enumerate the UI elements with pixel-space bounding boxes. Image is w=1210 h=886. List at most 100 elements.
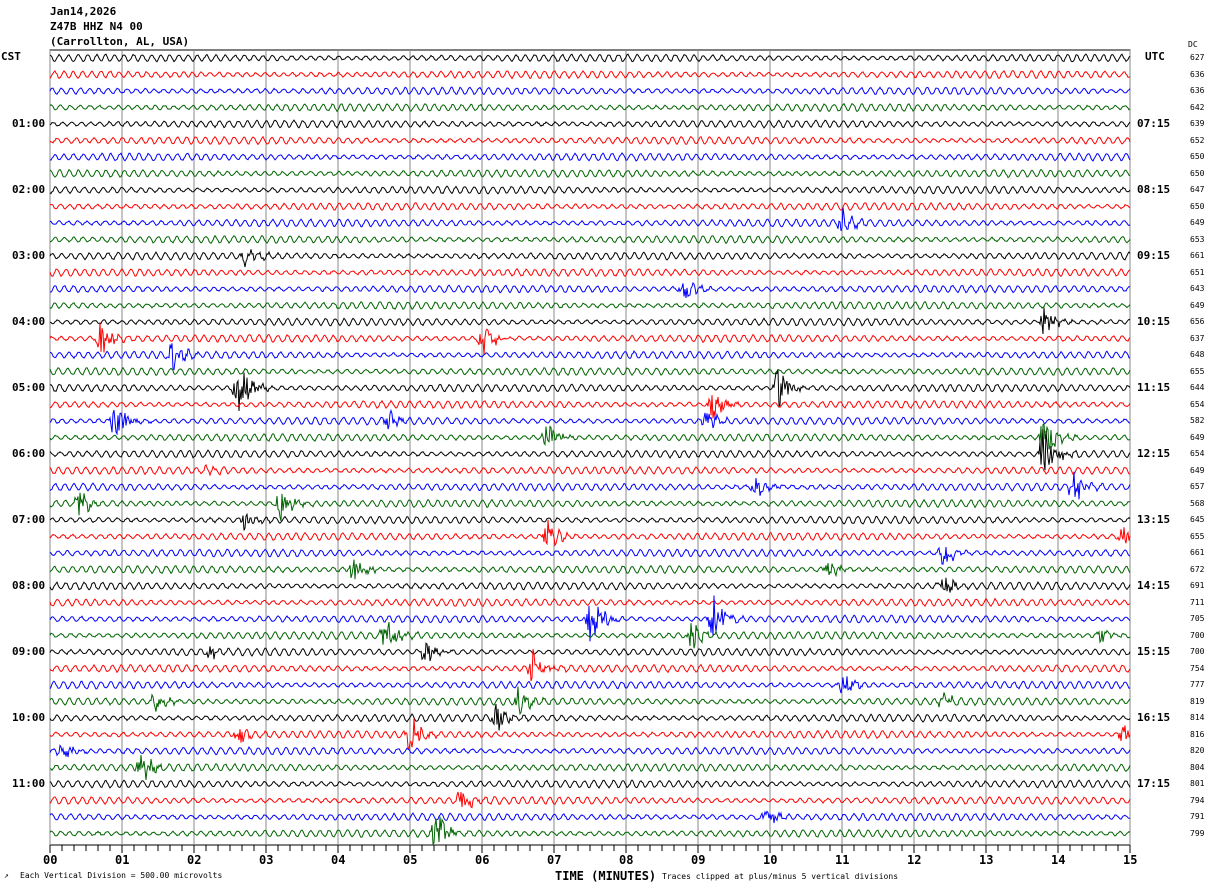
left-time-label: 11:00 [12, 777, 46, 790]
dc-value: 655 [1190, 366, 1205, 376]
x-tick-label: 11 [835, 853, 850, 867]
dc-value: 649 [1190, 432, 1205, 442]
trace-row-0 [49, 53, 1131, 63]
trace-row-28 [49, 512, 1131, 531]
trace-row-18 [49, 343, 1131, 371]
x-tick-label: 14 [1051, 853, 1066, 867]
x-tick-label: 09 [691, 853, 706, 867]
left-time-label: 05:00 [12, 381, 46, 394]
left-time-label: 02:00 [12, 183, 46, 196]
x-tick-label: 07 [547, 853, 562, 867]
x-tick-label: 13 [979, 853, 994, 867]
dc-value: 637 [1190, 333, 1205, 343]
trace-row-24 [49, 429, 1131, 471]
dc-value: 705 [1190, 614, 1205, 623]
dc-value: 794 [1190, 795, 1205, 805]
scale-icon: ↗ [4, 871, 9, 880]
trace-row-12 [49, 249, 1131, 268]
trace-row-5 [49, 135, 1131, 146]
dc-value: 801 [1190, 779, 1205, 788]
dc-value: 799 [1190, 828, 1205, 838]
dc-value: 650 [1190, 201, 1205, 211]
dc-value: 711 [1190, 597, 1205, 607]
dc-value: 655 [1190, 531, 1205, 541]
left-timezone: CST [1, 50, 21, 63]
trace-row-32 [49, 577, 1131, 593]
dc-value: 804 [1190, 762, 1205, 772]
trace-row-38 [49, 676, 1131, 694]
x-tick-label: 00 [43, 853, 58, 867]
trace-row-47 [49, 816, 1131, 846]
trace-row-30 [49, 546, 1131, 565]
date-label: Jan14,2026 [50, 5, 117, 18]
dc-value: 672 [1190, 564, 1205, 574]
trace-row-19 [49, 366, 1131, 377]
left-time-label: 03:00 [12, 249, 46, 262]
trace-row-20 [49, 369, 1131, 412]
dc-value: 652 [1190, 135, 1205, 145]
trace-row-44 [49, 779, 1131, 789]
x-tick-label: 12 [907, 853, 922, 867]
trace-row-21 [49, 395, 1131, 419]
dc-value: 661 [1190, 251, 1205, 260]
dc-value: 645 [1190, 515, 1205, 524]
dc-value: 657 [1190, 482, 1205, 491]
trace-row-16 [49, 307, 1131, 335]
right-time-label: 14:15 [1137, 579, 1171, 592]
trace-row-1 [49, 69, 1131, 80]
trace-row-34 [49, 595, 1131, 642]
trace-row-6 [49, 152, 1131, 162]
trace-row-26 [49, 471, 1131, 500]
trace-row-39 [49, 686, 1131, 716]
dc-value: 691 [1190, 581, 1205, 590]
trace-row-29 [49, 519, 1131, 547]
trace-row-36 [49, 642, 1131, 662]
left-time-label: 01:00 [12, 117, 46, 130]
left-time-label: 04:00 [12, 315, 46, 328]
dc-value: 649 [1190, 465, 1205, 475]
trace-row-35 [49, 621, 1131, 649]
trace-row-11 [49, 234, 1131, 245]
right-time-label: 16:15 [1137, 711, 1171, 724]
right-time-label: 13:15 [1137, 513, 1171, 526]
trace-row-27 [49, 492, 1131, 522]
dc-value: 568 [1190, 498, 1205, 508]
right-time-label: 07:15 [1137, 117, 1171, 130]
x-tick-label: 15 [1123, 853, 1138, 867]
trace-row-14 [49, 282, 1131, 298]
x-tick-label: 03 [259, 853, 274, 867]
plot-frame [49, 49, 1131, 846]
right-time-label: 10:15 [1137, 315, 1171, 328]
dc-value: 654 [1190, 449, 1205, 458]
trace-row-3 [49, 102, 1131, 113]
trace-row-13 [49, 267, 1131, 278]
x-axis-label: TIME (MINUTES) [555, 869, 657, 883]
trace-row-23 [49, 423, 1131, 452]
dc-value: 627 [1190, 53, 1205, 62]
dc-value: 650 [1190, 152, 1205, 161]
right-timezone: UTC [1145, 50, 1165, 63]
station-label: Z47B HHZ N4 00 [50, 20, 143, 33]
x-tick-label: 01 [115, 853, 130, 867]
left-time-label: 10:00 [12, 711, 46, 724]
left-time-label: 06:00 [12, 447, 46, 460]
dc-value: 820 [1190, 746, 1205, 755]
trace-row-46 [49, 810, 1131, 824]
dc-value: 814 [1190, 713, 1205, 722]
trace-row-31 [49, 559, 1131, 580]
trace-row-7 [49, 168, 1131, 179]
dc-value: 582 [1190, 416, 1205, 425]
right-time-label: 11:15 [1137, 381, 1171, 394]
trace-row-4 [49, 119, 1131, 129]
trace-row-41 [49, 718, 1131, 751]
left-time-label: 08:00 [12, 579, 46, 592]
x-tick-label: 10 [763, 853, 778, 867]
trace-row-22 [49, 408, 1131, 436]
dc-value: 791 [1190, 812, 1205, 821]
dc-value: 644 [1190, 383, 1205, 392]
dc-value: 656 [1190, 317, 1205, 326]
dc-value: 650 [1190, 168, 1205, 178]
trace-row-43 [49, 755, 1131, 780]
dc-value: 816 [1190, 729, 1205, 739]
